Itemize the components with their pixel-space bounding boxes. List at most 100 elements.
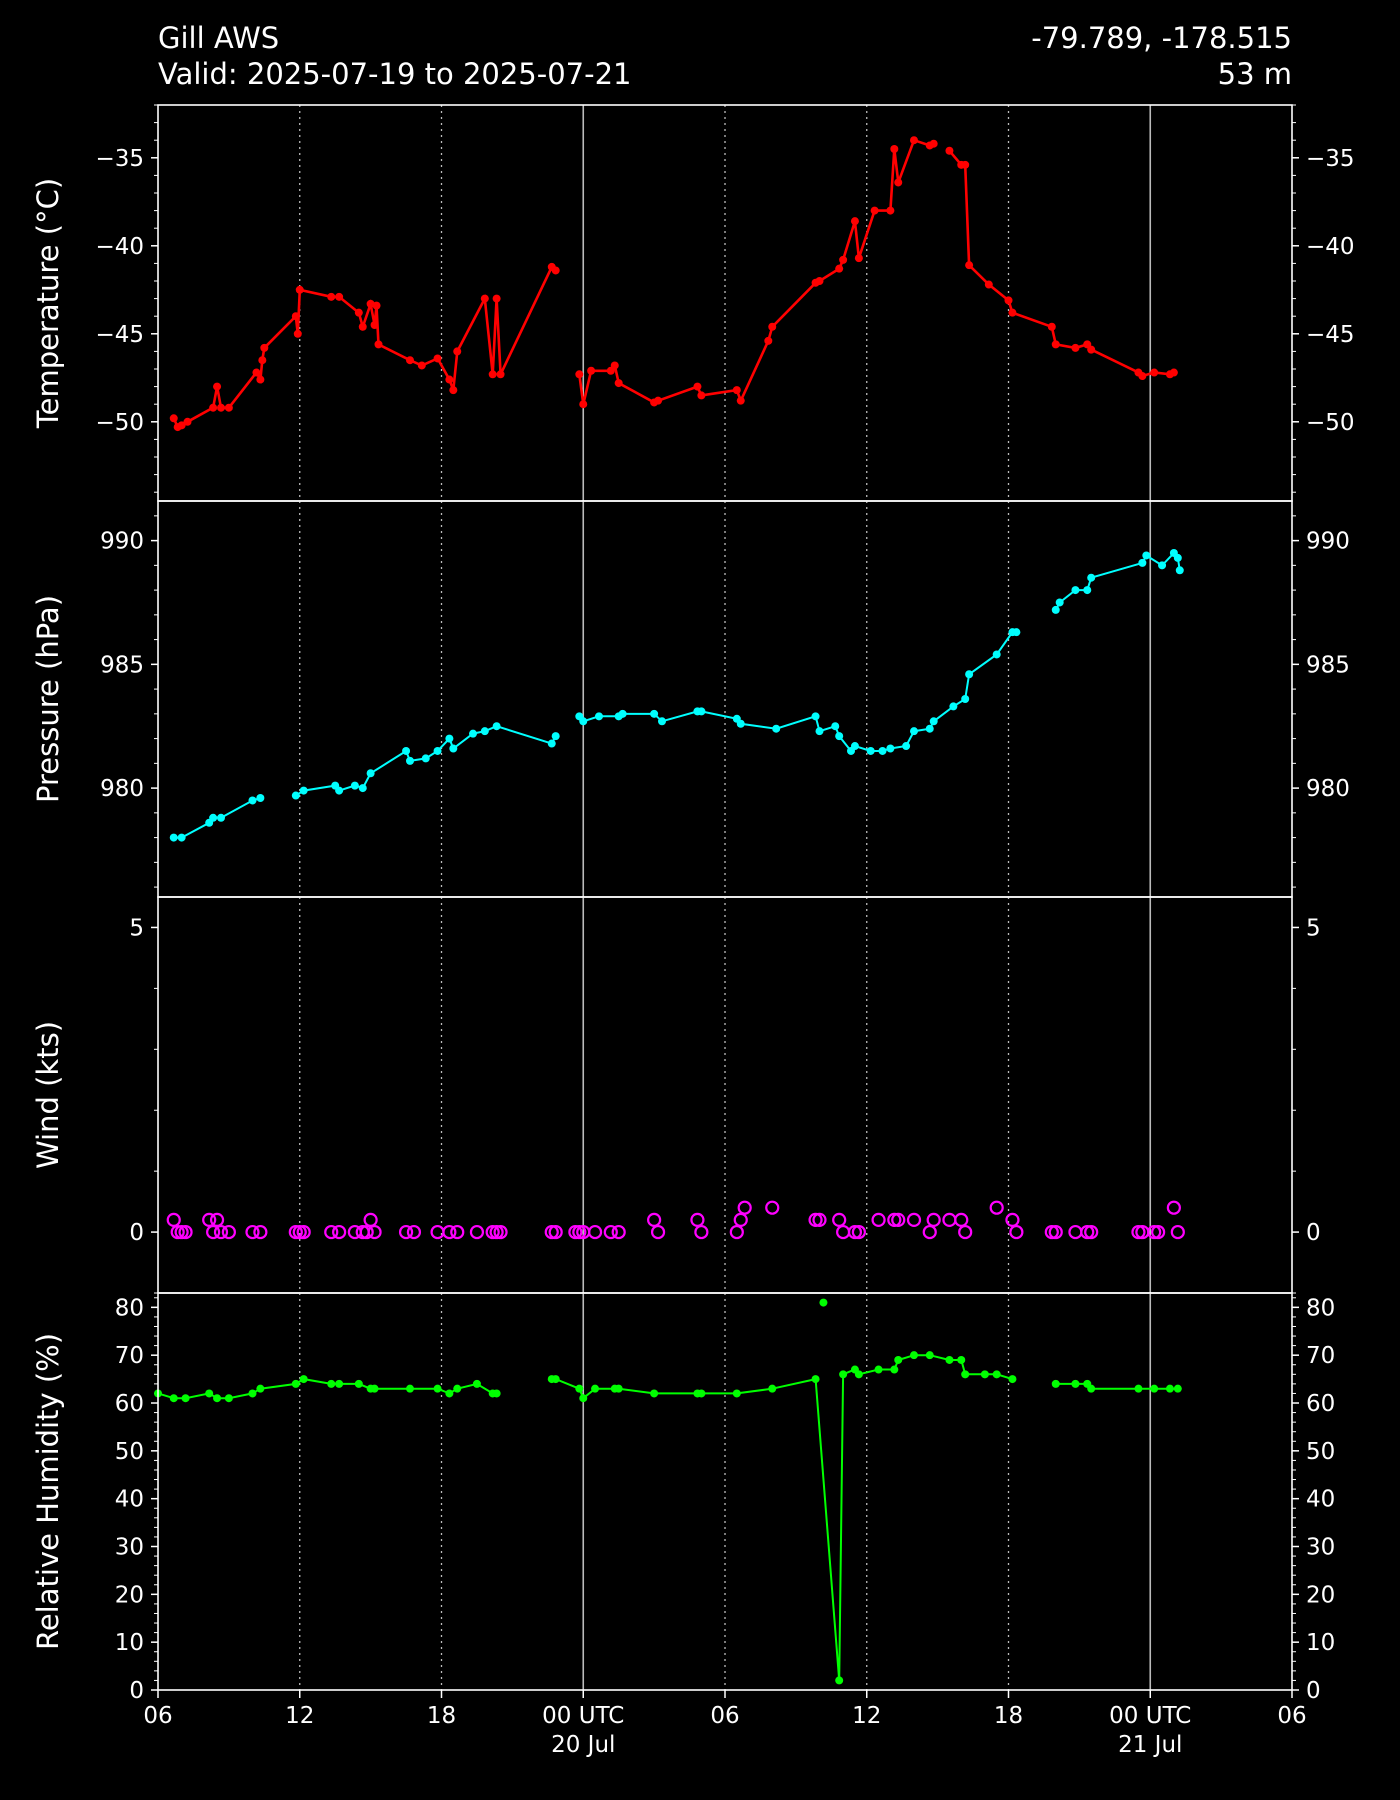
- data-point: [575, 1384, 584, 1393]
- data-point: [1083, 586, 1092, 595]
- data-point: [831, 722, 840, 731]
- data-point: [421, 754, 430, 763]
- data-point: [206, 1224, 221, 1240]
- x-tick-label: 06: [143, 1703, 172, 1729]
- data-point: [902, 742, 911, 751]
- data-point: [469, 729, 477, 738]
- data-point: [480, 727, 489, 736]
- data-point: [248, 796, 257, 805]
- data-point: [765, 1200, 780, 1215]
- data-point: [690, 1212, 705, 1227]
- data-point: [291, 791, 300, 800]
- data-point: [878, 746, 887, 755]
- data-point: [768, 1384, 777, 1393]
- y-tick-label-right: −35: [1306, 146, 1355, 172]
- data-point: [1147, 1224, 1162, 1240]
- y-tick-label: 0: [129, 1220, 144, 1246]
- data-point: [732, 1389, 741, 1398]
- y-tick-label-right: 60: [1306, 1391, 1335, 1417]
- data-point: [1087, 1384, 1096, 1393]
- data-point: [1150, 1384, 1159, 1393]
- data-point: [224, 403, 233, 412]
- y-tick-label-right: 30: [1306, 1535, 1335, 1561]
- data-point: [772, 724, 781, 733]
- data-point: [614, 1384, 623, 1393]
- data-point: [548, 1224, 563, 1240]
- data-point: [1158, 561, 1167, 570]
- data-point: [169, 833, 178, 842]
- data-point: [213, 1394, 222, 1403]
- y-tick-label: −50: [95, 410, 144, 436]
- data-point: [430, 1224, 445, 1240]
- data-point: [358, 784, 367, 793]
- data-point: [324, 1224, 339, 1240]
- data-point: [433, 354, 442, 363]
- y-tick-label-right: 985: [1306, 652, 1350, 678]
- data-point: [1051, 605, 1060, 614]
- data-point: [169, 414, 178, 423]
- data-point: [406, 356, 414, 365]
- y-axis-label: Pressure (hPa): [31, 595, 65, 803]
- data-point: [489, 1224, 504, 1240]
- data-point: [618, 709, 627, 718]
- data-point: [614, 379, 623, 388]
- data-point: [299, 786, 308, 795]
- series-line: [578, 631, 1017, 753]
- data-point: [815, 727, 824, 736]
- data-point: [547, 739, 556, 748]
- data-point: [961, 160, 970, 169]
- data-point: [350, 781, 359, 790]
- data-point: [808, 1212, 823, 1227]
- data-point: [694, 1224, 709, 1240]
- data-point: [922, 1224, 937, 1240]
- data-point: [492, 722, 501, 731]
- data-point: [205, 1389, 214, 1398]
- data-point: [957, 1355, 966, 1364]
- data-point: [1012, 628, 1021, 637]
- data-point: [965, 261, 974, 270]
- data-point: [213, 1224, 229, 1240]
- data-point: [433, 1384, 442, 1393]
- data-point: [469, 1224, 485, 1240]
- data-point: [961, 695, 970, 703]
- data-point: [217, 813, 225, 822]
- data-point: [595, 712, 603, 721]
- x-tick-sublabel: 20 Jul: [551, 1732, 615, 1758]
- data-point: [958, 1224, 973, 1240]
- data-point: [445, 1389, 454, 1398]
- station-elevation: 53 m: [1217, 57, 1292, 91]
- data-point: [221, 1224, 236, 1240]
- x-tick-label: 12: [285, 1703, 314, 1729]
- data-point: [248, 1389, 257, 1398]
- x-tick-label: 12: [852, 1703, 881, 1729]
- data-point: [450, 1224, 465, 1240]
- y-tick-label-right: 80: [1306, 1295, 1335, 1321]
- data-point: [926, 1212, 941, 1227]
- header-right: -79.789, -178.515 53 m: [1031, 20, 1292, 92]
- data-point: [835, 1676, 844, 1685]
- data-point: [925, 724, 934, 733]
- data-point: [1087, 345, 1096, 354]
- data-point: [886, 206, 895, 215]
- data-point: [729, 1224, 744, 1240]
- data-point: [836, 1224, 851, 1240]
- data-point: [910, 1351, 918, 1360]
- y-tick-label-right: −40: [1306, 234, 1355, 260]
- data-point: [406, 1224, 422, 1240]
- data-point: [299, 1375, 308, 1384]
- series-line: [578, 138, 935, 405]
- data-point: [1142, 551, 1151, 560]
- data-point: [611, 1224, 626, 1240]
- y-tick-label-right: 980: [1306, 776, 1350, 802]
- data-point: [1173, 553, 1182, 562]
- data-point: [945, 146, 954, 155]
- data-point: [736, 396, 745, 405]
- y-tick-label-right: 20: [1306, 1582, 1335, 1608]
- data-point: [815, 277, 824, 285]
- data-point: [992, 1370, 1001, 1379]
- data-point: [575, 370, 584, 379]
- data-point: [492, 294, 501, 303]
- data-point: [871, 1212, 886, 1227]
- y-tick-label: 70: [115, 1343, 144, 1369]
- data-point: [209, 1212, 225, 1227]
